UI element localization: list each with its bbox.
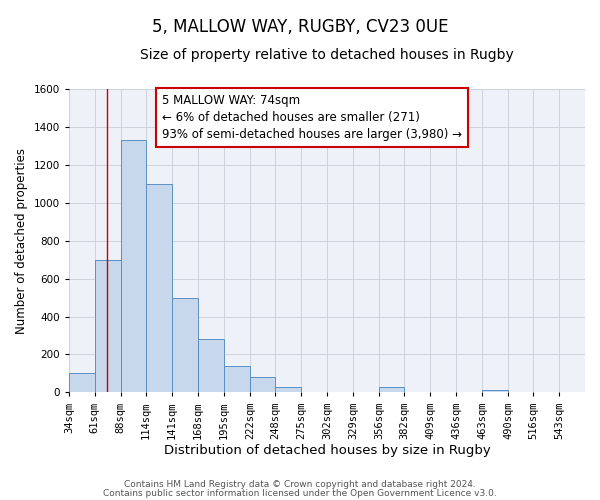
Bar (146, 184, 172, 392)
Bar (250, 377, 275, 392)
Bar (482, 390, 508, 392)
Text: Contains public sector information licensed under the Open Government Licence v3: Contains public sector information licen… (103, 490, 497, 498)
X-axis label: Distribution of detached houses by size in Rugby: Distribution of detached houses by size … (164, 444, 490, 458)
Title: Size of property relative to detached houses in Rugby: Size of property relative to detached ho… (140, 48, 514, 62)
Bar (379, 386, 404, 392)
Y-axis label: Number of detached properties: Number of detached properties (15, 148, 28, 334)
Text: Contains HM Land Registry data © Crown copyright and database right 2024.: Contains HM Land Registry data © Crown c… (124, 480, 476, 489)
Bar (198, 340, 224, 392)
Bar (172, 298, 198, 392)
Text: 5 MALLOW WAY: 74sqm
← 6% of detached houses are smaller (271)
93% of semi-detach: 5 MALLOW WAY: 74sqm ← 6% of detached hou… (162, 94, 462, 140)
Bar (69, 374, 95, 392)
Bar (95, 260, 121, 392)
Bar (275, 386, 301, 392)
Bar (224, 366, 250, 392)
Bar (121, 140, 146, 392)
Text: 5, MALLOW WAY, RUGBY, CV23 0UE: 5, MALLOW WAY, RUGBY, CV23 0UE (152, 18, 448, 36)
